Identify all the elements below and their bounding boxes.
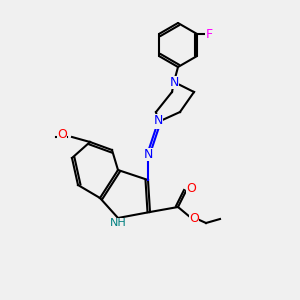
- Text: O: O: [186, 182, 196, 196]
- Text: NH: NH: [110, 218, 126, 228]
- Text: O: O: [189, 212, 199, 226]
- Text: N: N: [169, 76, 179, 88]
- Text: N: N: [153, 113, 163, 127]
- Text: O: O: [57, 128, 67, 142]
- Text: N: N: [153, 116, 163, 128]
- Text: N: N: [143, 148, 153, 160]
- Text: F: F: [206, 28, 213, 40]
